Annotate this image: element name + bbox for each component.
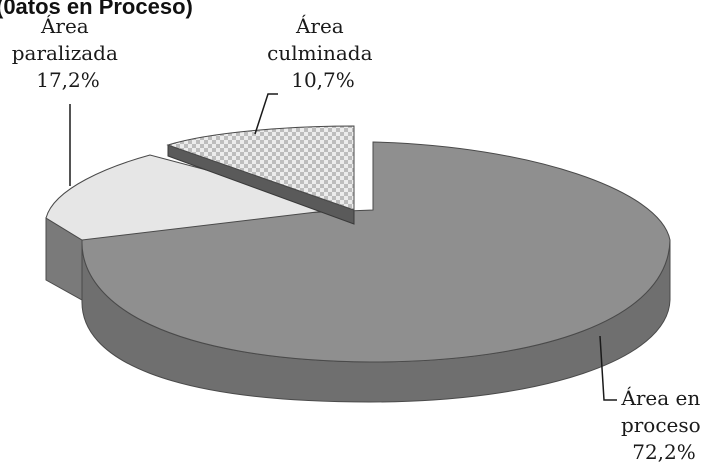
slice-label-en-proceso: Área en proceso 72,2%	[620, 386, 707, 463]
slice-label-culminada: Área culminada 10,7%	[267, 14, 379, 92]
pie-slice-culminada	[166, 125, 355, 211]
pie-slice-paralizada	[45, 154, 351, 241]
leader-line-culminada	[254, 93, 278, 135]
slice-label-paralizada: Área paralizada 17,2%	[12, 14, 125, 92]
leader-line-en-proceso	[599, 335, 617, 401]
chart-title-fragment: (0atos en Proceso)	[0, 0, 193, 19]
